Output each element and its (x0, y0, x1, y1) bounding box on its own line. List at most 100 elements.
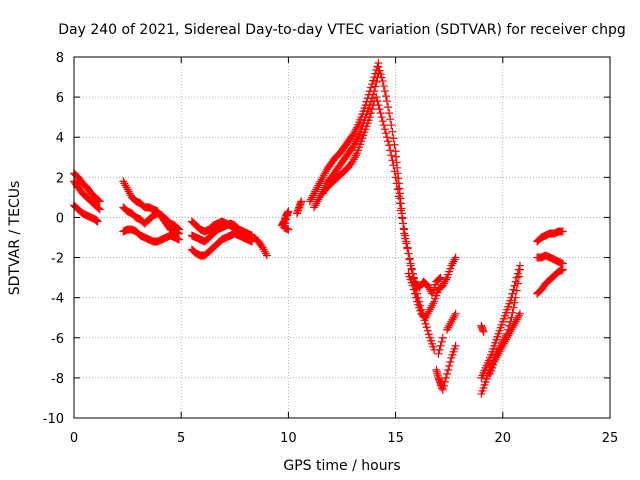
data-point-marker (396, 206, 405, 215)
data-point-marker (93, 217, 102, 226)
data-point-marker (372, 93, 381, 102)
data-point-marker (393, 185, 402, 194)
data-point-marker (434, 349, 443, 358)
series-arc-15 (318, 97, 379, 198)
data-point-marker (447, 317, 456, 326)
data-point-marker (499, 339, 508, 348)
data-point-marker (386, 115, 395, 124)
data-point-marker (492, 353, 501, 362)
x-tick-label: 15 (387, 431, 404, 446)
data-point-marker (515, 309, 524, 318)
data-point-marker (377, 113, 386, 122)
data-point-marker (314, 181, 323, 190)
data-point-marker (411, 293, 420, 302)
data-point-marker (422, 323, 431, 332)
data-point-marker (387, 151, 396, 160)
data-point-marker (392, 179, 401, 188)
data-point-marker (451, 341, 460, 350)
data-point-marker (389, 134, 398, 143)
data-point-marker (491, 355, 500, 364)
data-point-marker (94, 204, 103, 213)
data-point-marker (449, 313, 458, 322)
series-arc-26 (533, 251, 567, 268)
y-tick-label: -10 (43, 412, 64, 427)
data-point-marker (383, 97, 392, 106)
series-arc-11 (277, 207, 293, 234)
data-point-marker (515, 261, 524, 270)
data-point-marker (312, 185, 321, 194)
data-point-marker (389, 161, 398, 170)
data-point-marker (513, 313, 522, 322)
data-point-marker (512, 315, 521, 324)
data-point-marker (378, 117, 387, 126)
data-point-marker (395, 199, 404, 208)
y-tick-label: -2 (51, 252, 64, 267)
data-point-marker (490, 357, 499, 366)
series-arc-21 (477, 321, 488, 336)
data-point-marker (438, 281, 447, 290)
data-point-marker (315, 179, 324, 188)
series-arc-3 (70, 201, 102, 226)
axis-ticks (73, 56, 611, 419)
x-tick-label: 20 (495, 431, 512, 446)
data-point-marker (435, 345, 444, 354)
data-point-marker (497, 343, 506, 352)
data-point-marker (378, 77, 387, 86)
data-point-marker (387, 121, 396, 130)
data-point-marker (510, 281, 519, 290)
data-point-marker (318, 173, 327, 182)
series-arc-27 (533, 265, 567, 298)
data-point-marker (436, 341, 445, 350)
data-point-marker (404, 249, 413, 258)
data-point-marker (401, 231, 410, 240)
data-point-marker (424, 307, 433, 316)
data-point-marker (377, 73, 386, 82)
data-point-marker (374, 63, 383, 72)
data-point-marker (503, 333, 512, 342)
data-point-marker (95, 205, 104, 214)
data-point-marker (314, 195, 323, 204)
data-point-marker (444, 365, 453, 374)
data-point-marker (500, 337, 509, 346)
data-point-marker (445, 361, 454, 370)
data-point-marker (173, 224, 182, 233)
data-point-marker (375, 66, 384, 75)
data-point-marker (388, 156, 397, 165)
data-point-marker (310, 203, 319, 212)
data-point-marker (498, 341, 507, 350)
data-point-marker (510, 298, 519, 307)
data-point-marker (443, 325, 452, 334)
y-axis-label: SDTVAR / TECUs (7, 181, 23, 296)
data-point-marker (496, 345, 505, 354)
data-point-marker (349, 141, 358, 150)
data-point-marker (384, 137, 393, 146)
data-point-marker (282, 215, 291, 224)
data-point-marker (390, 167, 399, 176)
data-point-marker (372, 78, 381, 87)
data-point-marker (493, 351, 502, 360)
data-point-marker (440, 377, 449, 386)
data-point-marker (425, 305, 434, 314)
data-point-marker (365, 113, 374, 122)
data-point-marker (122, 183, 131, 192)
data-point-marker (306, 195, 315, 204)
y-tick-label: 0 (56, 211, 64, 226)
series-arc-25 (533, 227, 567, 246)
data-point-marker (447, 261, 456, 270)
data-point-marker (438, 385, 447, 394)
series-arc-2 (70, 177, 104, 214)
data-point-marker (400, 225, 409, 234)
data-point-marker (307, 193, 316, 202)
data-point-marker (437, 337, 446, 346)
data-point-marker (374, 101, 383, 110)
data-point-marker (376, 109, 385, 118)
data-point-marker (311, 201, 320, 210)
data-point-marker (283, 211, 292, 220)
data-point-marker (351, 151, 360, 160)
data-point-marker (368, 105, 377, 114)
data-point-marker (423, 326, 432, 335)
data-point-marker (175, 225, 184, 234)
data-point-marker (313, 197, 322, 206)
data-point-marker (495, 347, 504, 356)
